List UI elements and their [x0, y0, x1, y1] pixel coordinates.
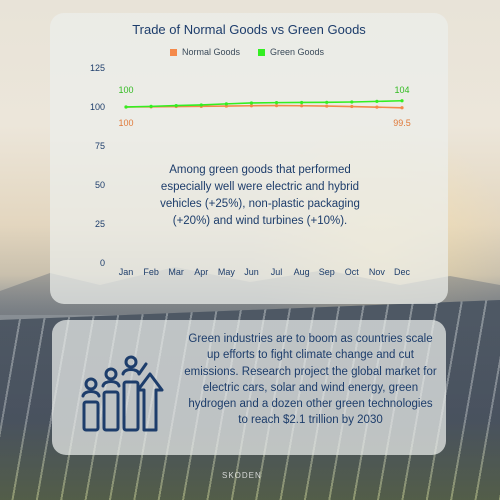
data-label-normal-start: 100: [118, 118, 133, 128]
x-tick-label: Dec: [394, 267, 411, 277]
chart-legend: Normal Goods Green Goods: [170, 47, 324, 57]
data-point-normal: [249, 104, 254, 108]
legend-swatch-normal: [170, 48, 177, 56]
data-point-green: [400, 99, 404, 103]
x-tick-label: Nov: [369, 267, 386, 277]
y-tick-label: 25: [95, 219, 105, 229]
series-line-green: [125, 99, 403, 108]
y-tick-label: 125: [90, 63, 105, 73]
data-point-normal: [325, 104, 329, 108]
y-tick-label: 75: [95, 141, 105, 151]
data-point-green: [274, 101, 279, 105]
x-tick-label: Aug: [294, 267, 310, 277]
line-chart: 0 25 50 75 100 125 Jan Feb Mar Apr May Jun Jul Aug Sep…: [90, 63, 411, 277]
x-tick-label: Jan: [119, 267, 134, 277]
data-point-green: [350, 100, 354, 104]
x-tick-label: Jul: [271, 267, 283, 277]
x-tick-label: Jun: [244, 267, 259, 277]
data-point-green: [199, 103, 203, 107]
chart-card: [50, 13, 448, 304]
chart-title: Trade of Normal Goods vs Green Goods: [132, 22, 366, 37]
series-line-normal: [125, 104, 403, 109]
data-point-green: [149, 104, 153, 108]
data-point-green: [325, 100, 329, 104]
info-card: [52, 320, 446, 455]
data-point-normal: [274, 103, 279, 108]
data-point-green: [174, 103, 178, 108]
x-tick-label: Mar: [168, 267, 184, 277]
x-tick-label: Apr: [194, 267, 208, 277]
legend-item-green: Green Goods: [258, 47, 324, 57]
info-text: Green industries are to boom as countrie…: [184, 333, 437, 427]
x-tick-label: Sep: [319, 267, 335, 277]
chart-note: Among green goods that performed especia…: [160, 164, 360, 227]
data-point-green: [249, 101, 254, 105]
data-point-normal: [400, 106, 404, 110]
growth-chart-people-icon: [81, 355, 164, 432]
y-tick-label: 100: [90, 102, 105, 112]
data-point-green: [124, 105, 128, 109]
x-tick-label: Feb: [143, 267, 159, 277]
data-point-green: [224, 102, 228, 106]
brand-logo: SKODEN: [222, 471, 262, 480]
x-tick-label: Oct: [345, 267, 360, 277]
data-label-green-end: 104: [394, 85, 409, 95]
data-point-green: [375, 99, 379, 103]
data-point-normal: [350, 104, 354, 109]
data-point-green: [300, 100, 304, 105]
data-point-normal: [300, 104, 304, 108]
y-tick-label: 50: [95, 180, 105, 190]
data-point-normal: [375, 105, 379, 109]
y-tick-label: 0: [100, 258, 105, 268]
legend-swatch-green: [258, 48, 266, 56]
legend-item-normal: Normal Goods: [170, 47, 240, 57]
legend-label-green: Green Goods: [270, 47, 325, 57]
data-label-green-start: 100: [118, 85, 133, 95]
x-tick-label: May: [218, 267, 236, 277]
legend-label-normal: Normal Goods: [182, 47, 241, 57]
data-label-normal-end: 99.5: [393, 118, 411, 128]
